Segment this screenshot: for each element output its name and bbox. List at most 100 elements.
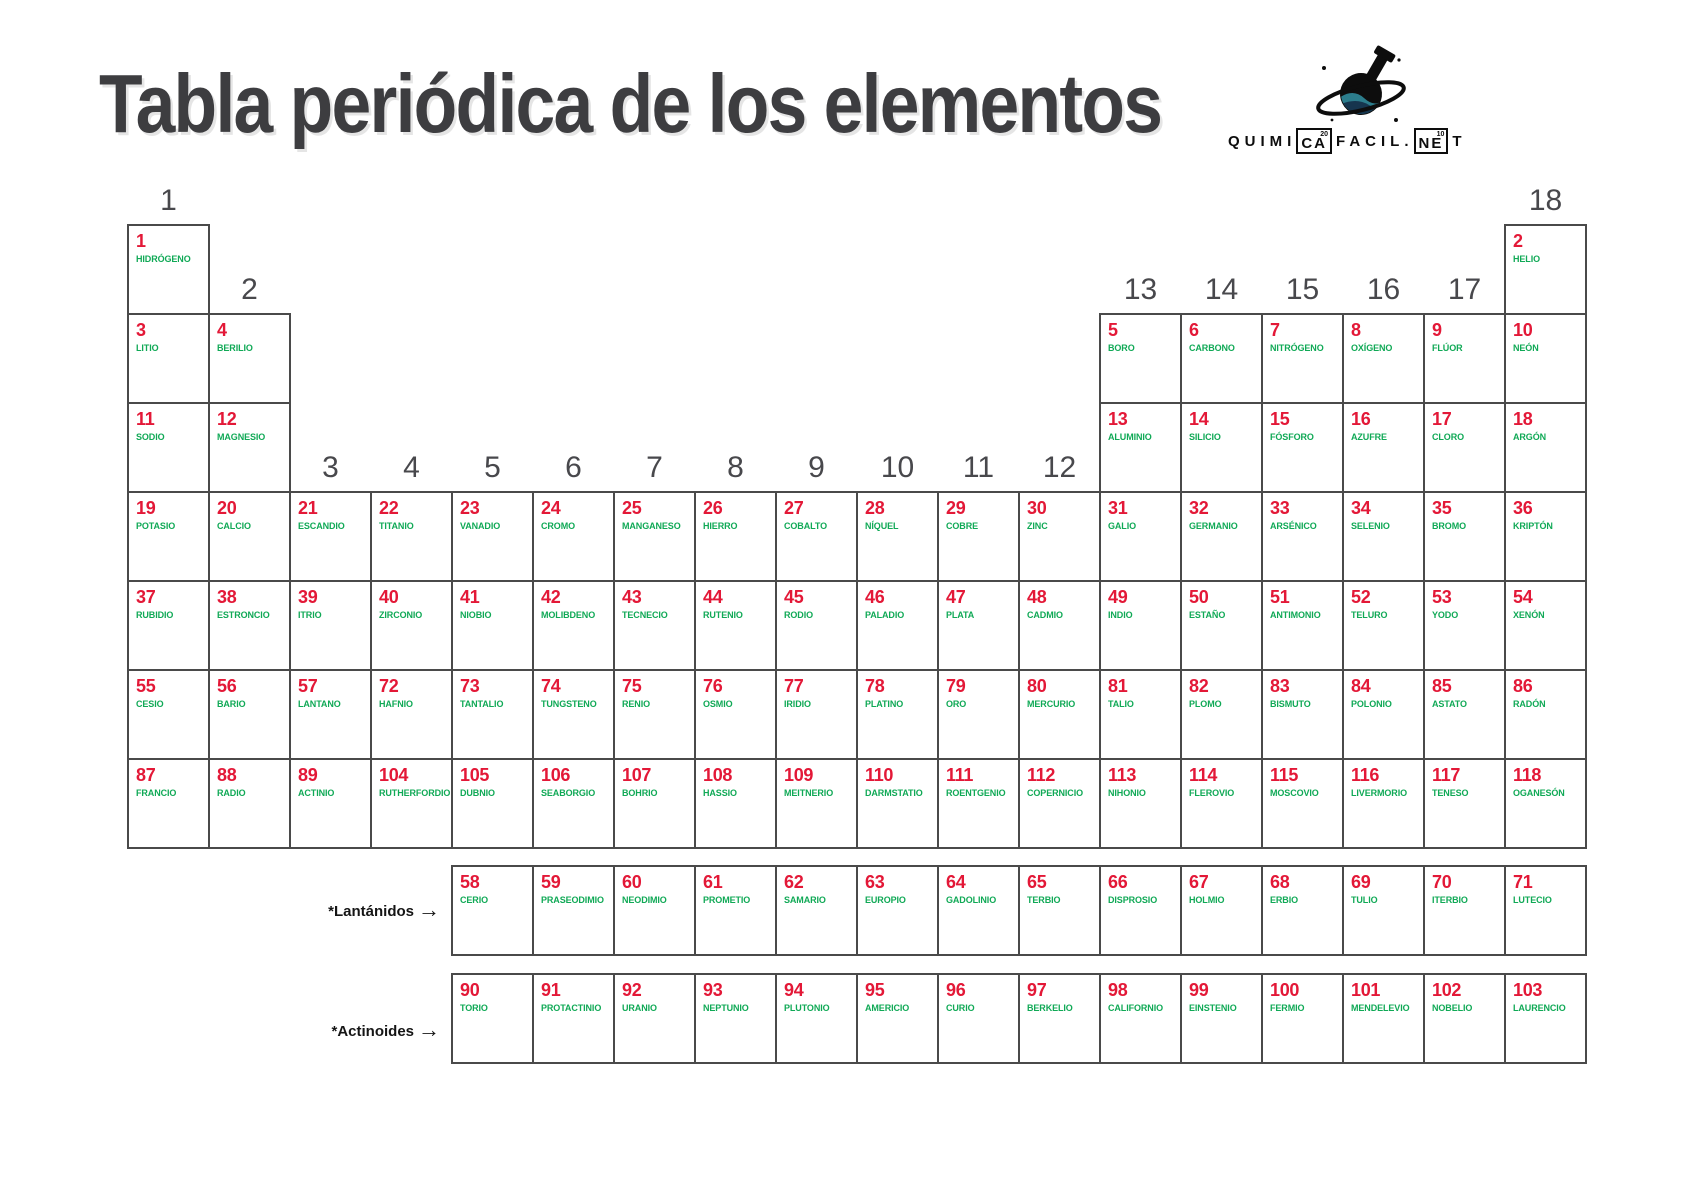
atomic-number: 24 <box>541 498 561 518</box>
element-cell-71: 71 LUTECIO <box>1504 865 1587 956</box>
element-name: CALIFORNIO <box>1108 1003 1163 1013</box>
element-cell-4: 4 BERILIO <box>208 313 291 404</box>
atomic-number: 75 <box>622 676 642 696</box>
element-cell-2: 2 HELIO <box>1504 224 1587 315</box>
element-cell-45: 45 RODIO <box>775 580 858 671</box>
element-name: XENÓN <box>1513 610 1545 620</box>
page-title: Tabla periódica de los elementos <box>99 57 1163 150</box>
logo-box-ca-symbol: CA <box>1301 135 1328 152</box>
element-cell-77: 77 IRIDIO <box>775 669 858 760</box>
element-cell-81: 81 TALIO <box>1099 669 1182 760</box>
atomic-number: 118 <box>1513 765 1542 785</box>
element-name: PROMETIO <box>703 895 751 905</box>
element-name: ASTATO <box>1432 699 1467 709</box>
element-cell-28: 28 NÍQUEL <box>856 491 939 582</box>
atomic-number: 66 <box>1108 872 1128 892</box>
element-cell-1: 1 HIDRÓGENO <box>127 224 210 315</box>
element-name: MERCURIO <box>1027 699 1076 709</box>
atomic-number: 106 <box>541 765 571 785</box>
element-cell-11: 11 SODIO <box>127 402 210 493</box>
element-name: PROTACTINIO <box>541 1003 602 1013</box>
element-name: POTASIO <box>136 521 176 531</box>
atomic-number: 41 <box>460 587 480 607</box>
element-name: CLORO <box>1432 432 1464 442</box>
atomic-number: 35 <box>1432 498 1452 518</box>
atomic-number: 114 <box>1189 765 1218 785</box>
atomic-number: 100 <box>1270 980 1300 1000</box>
atomic-number: 4 <box>217 320 227 340</box>
element-name: BOHRIO <box>622 788 658 798</box>
element-cell-18: 18 ARGÓN <box>1504 402 1587 493</box>
atomic-number: 68 <box>1270 872 1290 892</box>
element-cell-67: 67 HOLMIO <box>1180 865 1263 956</box>
element-name: TORIO <box>460 1003 488 1013</box>
element-cell-113: 113 NIHONIO <box>1099 758 1182 849</box>
element-name: ANTIMONIO <box>1270 610 1321 620</box>
atomic-number: 30 <box>1027 498 1047 518</box>
group-header-15: 15 <box>1285 273 1320 306</box>
element-cell-29: 29 COBRE <box>937 491 1020 582</box>
element-cell-62: 62 SAMARIO <box>775 865 858 956</box>
element-name: POLONIO <box>1351 699 1392 709</box>
atomic-number: 103 <box>1513 980 1543 1000</box>
element-cell-27: 27 COBALTO <box>775 491 858 582</box>
element-name: DUBNIO <box>460 788 495 798</box>
element-name: ARGÓN <box>1513 432 1546 442</box>
group-header-14: 14 <box>1204 273 1239 306</box>
actinides-label: *Actinoides → <box>305 1019 440 1043</box>
logo-text: QUIMI 20 CA FACIL. 10 NE T <box>1228 128 1461 154</box>
element-cell-31: 31 GALIO <box>1099 491 1182 582</box>
atomic-number: 33 <box>1270 498 1290 518</box>
element-cell-111: 111 ROENTGENIO <box>937 758 1020 849</box>
atomic-number: 18 <box>1513 409 1533 429</box>
element-cell-37: 37 RUBIDIO <box>127 580 210 671</box>
atomic-number: 6 <box>1189 320 1199 340</box>
atomic-number: 64 <box>946 872 966 892</box>
element-name: FLÚOR <box>1432 343 1463 353</box>
element-cell-63: 63 EUROPIO <box>856 865 939 956</box>
element-cell-97: 97 BERKELIO <box>1018 973 1101 1064</box>
element-cell-82: 82 PLOMO <box>1180 669 1263 760</box>
element-name: OGANESÓN <box>1513 788 1565 798</box>
element-name: NOBELIO <box>1432 1003 1473 1013</box>
element-cell-17: 17 CLORO <box>1423 402 1506 493</box>
element-cell-13: 13 ALUMINIO <box>1099 402 1182 493</box>
element-name: TANTALIO <box>460 699 504 709</box>
element-cell-83: 83 BISMUTO <box>1261 669 1344 760</box>
atomic-number: 48 <box>1027 587 1047 607</box>
element-name: AMERICIO <box>865 1003 910 1013</box>
element-cell-50: 50 ESTAÑO <box>1180 580 1263 671</box>
element-cell-68: 68 ERBIO <box>1261 865 1344 956</box>
element-cell-12: 12 MAGNESIO <box>208 402 291 493</box>
atomic-number: 31 <box>1108 498 1128 518</box>
atomic-number: 2 <box>1513 231 1523 251</box>
element-cell-7: 7 NITRÓGENO <box>1261 313 1344 404</box>
element-name: BORO <box>1108 343 1135 353</box>
element-cell-117: 117 TENESO <box>1423 758 1506 849</box>
element-cell-49: 49 INDIO <box>1099 580 1182 671</box>
atomic-number: 105 <box>460 765 490 785</box>
element-cell-86: 86 RADÓN <box>1504 669 1587 760</box>
atomic-number: 60 <box>622 872 642 892</box>
element-cell-87: 87 FRANCIO <box>127 758 210 849</box>
element-cell-108: 108 HASSIO <box>694 758 777 849</box>
element-cell-56: 56 BARIO <box>208 669 291 760</box>
element-name: INDIO <box>1108 610 1133 620</box>
atomic-number: 16 <box>1351 409 1371 429</box>
element-cell-48: 48 CADMIO <box>1018 580 1101 671</box>
atomic-number: 7 <box>1270 320 1280 340</box>
element-name: COPERNICIO <box>1027 788 1084 798</box>
element-name: BROMO <box>1432 521 1466 531</box>
element-cell-47: 47 PLATA <box>937 580 1020 671</box>
atomic-number: 92 <box>622 980 642 1000</box>
flask-planet-icon <box>1316 45 1406 122</box>
element-cell-114: 114 FLEROVIO <box>1180 758 1263 849</box>
element-name: LIVERMORIO <box>1351 788 1408 798</box>
element-cell-61: 61 PROMETIO <box>694 865 777 956</box>
element-cell-109: 109 MEITNERIO <box>775 758 858 849</box>
atomic-number: 86 <box>1513 676 1533 696</box>
atomic-number: 84 <box>1351 676 1371 696</box>
element-name: MAGNESIO <box>217 432 266 442</box>
element-cell-94: 94 PLUTONIO <box>775 973 858 1064</box>
element-name: SODIO <box>136 432 165 442</box>
